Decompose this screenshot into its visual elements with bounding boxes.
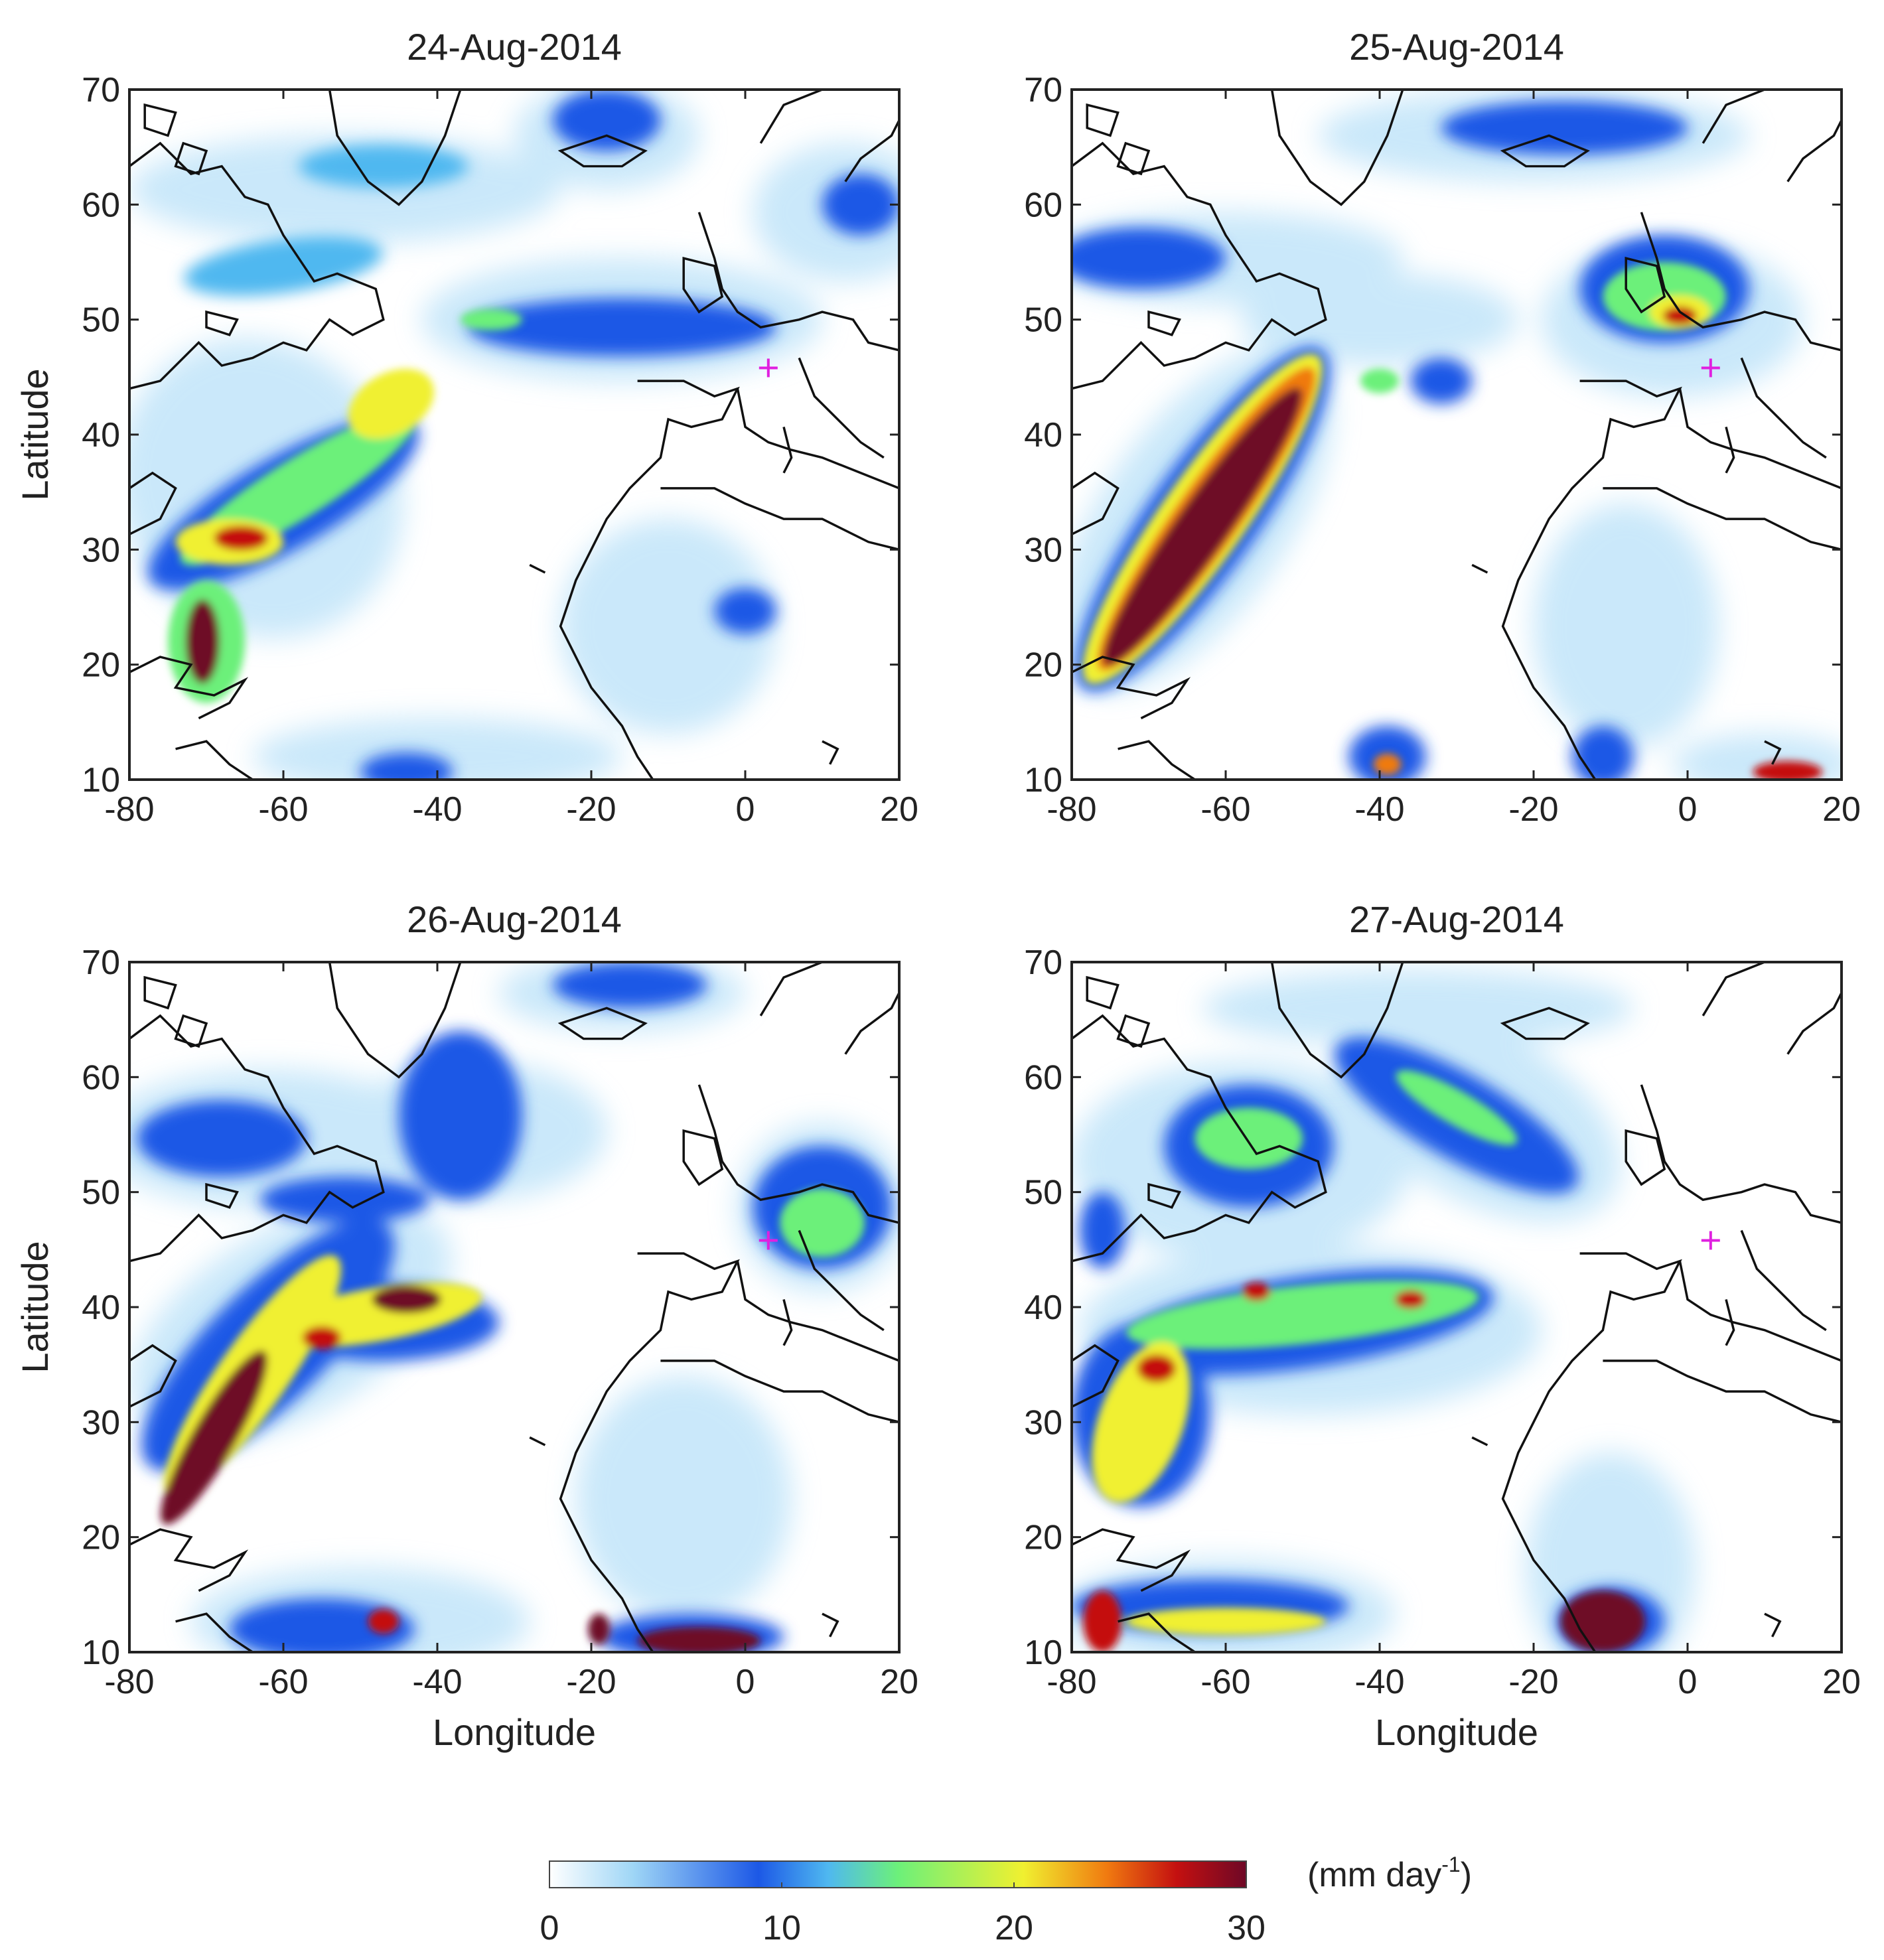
panel-title: 24-Aug-2014 (407, 26, 622, 68)
x-tick-label: -80 (1047, 790, 1096, 829)
y-tick-label: 60 (82, 186, 120, 224)
x-tick-label: -80 (104, 790, 154, 829)
location-marker (759, 1231, 778, 1250)
panel-title: 25-Aug-2014 (1349, 26, 1564, 68)
map-panel: -80 -60 -40 -20 0 20 10 20 30 40 50 60 70 24-Aug-2014… (14, 26, 918, 829)
x-tick-label: -20 (566, 1663, 616, 1701)
x-tick-label: -40 (1354, 1663, 1404, 1701)
panel-title: 27-Aug-2014 (1349, 898, 1564, 940)
y-axis-label: Latitude (14, 368, 56, 500)
y-tick-label: 50 (1024, 1174, 1062, 1212)
y-tick-label: 20 (1024, 646, 1062, 685)
colorbar-tick-label: 10 (762, 1909, 801, 1947)
y-tick-label: 40 (1024, 1289, 1062, 1327)
y-tick-label: 50 (82, 1174, 120, 1212)
y-tick-label: 50 (82, 301, 120, 340)
x-tick-label: 0 (736, 1663, 755, 1701)
y-tick-label: 70 (82, 71, 120, 109)
colorbar: 0 10 20 30 (mm day-1) (540, 1853, 1472, 1947)
map-panel: -80 -60 -40 -20 0 20 10 20 30 40 50 60 70 27-Aug-2014… (1024, 898, 1861, 1753)
y-tick-label: 50 (1024, 301, 1062, 340)
map-panel: -80 -60 -40 -20 0 20 10 20 30 40 50 60 70 26-Aug-2014… (14, 898, 918, 1753)
y-tick-label: 20 (1024, 1519, 1062, 1557)
x-tick-label: 0 (1678, 1663, 1698, 1701)
location-marker (1701, 358, 1720, 378)
y-tick-label: 60 (1024, 1058, 1062, 1097)
y-tick-label: 70 (1024, 944, 1062, 982)
y-tick-label: 20 (82, 1519, 120, 1557)
x-tick-label: 0 (1678, 790, 1698, 829)
colorbar-scale (549, 1860, 1247, 1888)
x-tick-label: -60 (1200, 790, 1250, 829)
y-tick-label: 70 (1024, 71, 1062, 109)
x-tick-label: -80 (104, 1663, 154, 1701)
x-tick-label: 20 (880, 790, 918, 829)
panel-title: 26-Aug-2014 (407, 898, 622, 940)
x-tick-label: -20 (1508, 1663, 1558, 1701)
y-tick-label: 60 (82, 1058, 120, 1097)
y-tick-label: 10 (82, 1634, 120, 1672)
colorbar-tick-label: 30 (1227, 1909, 1266, 1947)
colorbar-unit-label: (mm day-1) (1307, 1853, 1472, 1894)
map-panel: -80 -60 -40 -20 0 20 10 20 30 40 50 60 70 25-Aug-2014 (1024, 26, 1861, 829)
y-tick-label: 30 (82, 531, 120, 569)
location-marker (1701, 1231, 1720, 1250)
x-tick-label: -20 (566, 790, 616, 829)
y-tick-label: 70 (82, 944, 120, 982)
x-tick-label: 20 (1822, 1663, 1861, 1701)
x-tick-label: -80 (1047, 1663, 1096, 1701)
y-tick-label: 20 (82, 646, 120, 685)
x-tick-label: 20 (880, 1663, 918, 1701)
y-tick-label: 10 (82, 761, 120, 800)
y-axis-label: Latitude (14, 1241, 56, 1373)
y-tick-label: 30 (82, 1403, 120, 1442)
x-tick-label: -40 (412, 790, 462, 829)
x-tick-label: -40 (1354, 790, 1404, 829)
y-tick-label: 30 (1024, 1403, 1062, 1442)
y-tick-label: 40 (82, 416, 120, 455)
x-tick-label: -60 (1200, 1663, 1250, 1701)
x-tick-label: -60 (258, 1663, 308, 1701)
y-tick-label: 30 (1024, 531, 1062, 569)
x-tick-label: -60 (258, 790, 308, 829)
y-tick-label: 40 (82, 1289, 120, 1327)
x-tick-label: -40 (412, 1663, 462, 1701)
x-tick-label: 20 (1822, 790, 1861, 829)
location-marker (759, 358, 778, 378)
x-tick-label: 0 (736, 790, 755, 829)
y-tick-label: 60 (1024, 186, 1062, 224)
colorbar-tick-label: 0 (540, 1909, 559, 1947)
y-tick-label: 10 (1024, 1634, 1062, 1672)
y-tick-label: 10 (1024, 761, 1062, 800)
colorbar-tick-label: 20 (995, 1909, 1033, 1947)
x-axis-label: Longitude (1375, 1711, 1538, 1753)
y-tick-label: 40 (1024, 416, 1062, 455)
x-axis-label: Longitude (433, 1711, 596, 1753)
x-tick-label: -20 (1508, 790, 1558, 829)
